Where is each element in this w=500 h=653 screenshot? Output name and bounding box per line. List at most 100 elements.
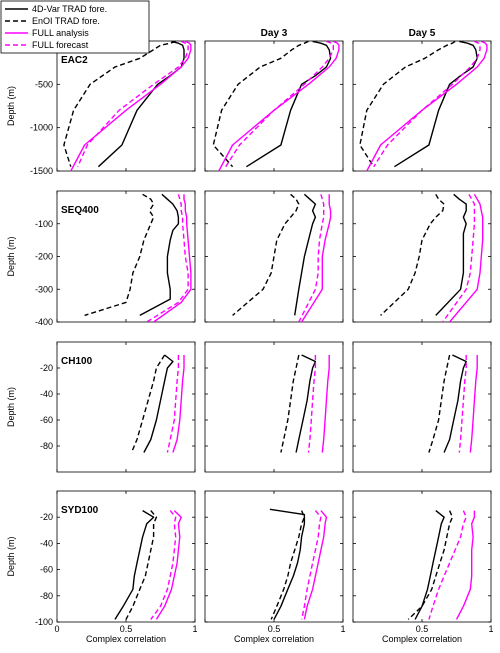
column-title-day-3: Day 3 xyxy=(261,28,288,39)
ytick-label-ch100: -60 xyxy=(40,415,53,425)
series-line-enoi-trad-fore-seq400-day-5 xyxy=(380,193,445,316)
series-line-full-forecast-syd100-day-1 xyxy=(150,510,177,620)
axes-frame-seq400-day-1 xyxy=(56,190,196,323)
xtick-label-day-3: 1 xyxy=(340,624,345,634)
legend-entry-enoi: EnOI TRAD fore. xyxy=(5,16,100,26)
axes-frame-eac2-day-5 xyxy=(352,40,492,172)
panel-eac2-day-5 xyxy=(352,40,492,172)
xlabel-day-5: Complex correlation xyxy=(382,634,462,644)
ytick-label-syd100: -80 xyxy=(40,591,53,601)
ytick-label-seq400: -300 xyxy=(35,284,53,294)
ytick-label-eac2: -500 xyxy=(35,79,53,89)
column-title-day-5: Day 5 xyxy=(409,28,436,39)
axes-frame-eac2-day-3 xyxy=(204,40,344,172)
ytick-label-seq400: -400 xyxy=(35,317,53,327)
series-line-full-forecast-eac2-day-3 xyxy=(225,40,334,168)
panel-ch100-day-1: -80 -60 -40 -20 CH100 xyxy=(40,341,196,473)
panel-name-eac2: EAC2 xyxy=(61,55,88,66)
legend-label-4dvar: 4D-Var TRAD fore. xyxy=(32,4,107,14)
series-line-full-analysis-syd100-day-5 xyxy=(455,510,476,620)
series-line-enoi-trad-fore-ch100-day-1 xyxy=(130,354,166,453)
ylabel-ch100: Depth (m) xyxy=(6,387,16,427)
series-line-full-forecast-seq400-day-5 xyxy=(442,193,476,323)
series-line-enoi-trad-fore-eac2-day-3 xyxy=(212,40,309,168)
series-line-4d-var-trad-fore-seq400-day-3 xyxy=(294,193,317,316)
series-line-full-analysis-seq400-day-1 xyxy=(153,194,192,323)
ytick-label-syd100: -100 xyxy=(35,617,53,627)
xlabel-day-3: Complex correlation xyxy=(234,634,314,644)
legend-entry-full-analysis: FULL analysis xyxy=(5,28,89,38)
series-line-4d-var-trad-fore-eac2-day-3 xyxy=(246,40,332,168)
panel-name-syd100: SYD100 xyxy=(61,505,99,516)
series-line-full-analysis-ch100-day-5 xyxy=(469,355,478,453)
panel-seq400-day-1: -400 -300 -200 -100 SEQ400 xyxy=(35,190,196,327)
series-line-full-analysis-ch100-day-1 xyxy=(172,355,185,453)
panel-syd100-day-1: -100 -80 -60 -40 -20 SYD100 0 0.5 1 Complex corre… xyxy=(35,490,198,644)
series-line-4d-var-trad-fore-syd100-day-5 xyxy=(414,510,445,620)
ylabel-seq400: Depth (m) xyxy=(6,236,16,276)
panel-name-seq400: SEQ400 xyxy=(61,205,99,216)
ytick-label-syd100: -40 xyxy=(40,538,53,548)
series-line-full-forecast-eac2-day-1 xyxy=(77,40,189,167)
legend-label-full-analysis: FULL analysis xyxy=(32,28,89,38)
ytick-label-seq400: -100 xyxy=(35,219,53,229)
panel-seq400-day-5 xyxy=(352,190,492,323)
series-line-full-analysis-eac2-day-3 xyxy=(218,40,340,172)
series-line-full-analysis-syd100-day-1 xyxy=(155,510,182,620)
series-line-enoi-trad-fore-seq400-day-3 xyxy=(232,193,300,316)
xtick-label-day-5: 1 xyxy=(488,624,493,634)
series-line-4d-var-trad-fore-syd100-day-1 xyxy=(114,509,155,620)
ytick-label-eac2: -1000 xyxy=(30,123,53,133)
ytick-label-ch100: -40 xyxy=(40,389,53,399)
series-line-full-forecast-ch100-day-5 xyxy=(458,355,467,453)
series-line-full-forecast-ch100-day-1 xyxy=(166,355,180,453)
series-line-enoi-trad-fore-eac2-day-5 xyxy=(359,40,456,168)
panel-seq400-day-3 xyxy=(204,190,344,323)
xtick-label-day-1: 1 xyxy=(192,624,197,634)
xtick-label-day-1: 0.5 xyxy=(120,624,133,634)
series-line-full-analysis-syd100-day-3 xyxy=(303,510,328,620)
ytick-label-ch100: -80 xyxy=(40,441,53,451)
series-line-4d-var-trad-fore-syd100-day-3 xyxy=(269,508,306,620)
axes-frame-ch100-day-3 xyxy=(204,341,344,473)
series-line-4d-var-trad-fore-seq400-day-1 xyxy=(139,193,180,317)
series-line-4d-var-trad-fore-ch100-day-3 xyxy=(295,354,317,453)
legend-entry-4dvar: 4D-Var TRAD fore. xyxy=(5,4,107,14)
series-line-enoi-trad-fore-syd100-day-5 xyxy=(407,510,454,620)
series-line-full-forecast-eac2-day-5 xyxy=(373,40,481,168)
series-line-4d-var-trad-fore-ch100-day-1 xyxy=(143,354,174,453)
series-line-4d-var-trad-fore-eac2-day-5 xyxy=(394,40,478,168)
ytick-label-seq400: -200 xyxy=(35,252,53,262)
series-line-full-forecast-seq400-day-1 xyxy=(146,194,189,323)
ylabel-eac2: Depth (m) xyxy=(6,86,16,126)
series-line-full-analysis-eac2-day-1 xyxy=(70,40,192,172)
legend-entry-full-forecast: FULL forecast xyxy=(5,40,89,50)
series-line-full-forecast-ch100-day-3 xyxy=(307,355,317,453)
panel-syd100-day-3: 0.5 1 Complex correlation xyxy=(204,490,346,644)
xtick-label-day-3: 0.5 xyxy=(268,624,281,634)
ytick-label-ch100: -20 xyxy=(40,363,53,373)
panel-ch100-day-5 xyxy=(352,341,492,473)
axes-frame-ch100-day-1 xyxy=(56,341,196,473)
axes-frame-ch100-day-5 xyxy=(352,341,492,473)
xlabel-day-1: Complex correlation xyxy=(86,634,166,644)
series-line-enoi-trad-fore-syd100-day-1 xyxy=(125,510,158,620)
panel-eac2-day-1: -1500 -1000 -500 EAC2 xyxy=(30,40,196,176)
xtick-label-day-5: 0.5 xyxy=(416,624,429,634)
series-line-4d-var-trad-fore-seq400-day-5 xyxy=(435,193,467,316)
axes-frame-eac2-day-1 xyxy=(56,40,196,172)
panel-eac2-day-3 xyxy=(204,40,344,172)
series-line-full-analysis-seq400-day-5 xyxy=(449,193,484,323)
legend-label-enoi: EnOI TRAD fore. xyxy=(32,16,100,26)
series-line-full-forecast-syd100-day-5 xyxy=(428,510,467,620)
panel-syd100-day-5: 0.5 1 Complex correlation xyxy=(352,490,494,644)
series-line-full-forecast-seq400-day-3 xyxy=(298,194,325,323)
series-line-full-analysis-eac2-day-5 xyxy=(366,40,488,172)
ylabel-syd100: Depth (m) xyxy=(6,536,16,576)
axes-frame-seq400-day-5 xyxy=(352,190,492,323)
series-line-4d-var-trad-fore-ch100-day-5 xyxy=(443,354,467,453)
series-line-full-analysis-seq400-day-3 xyxy=(301,194,332,323)
ytick-label-syd100: -60 xyxy=(40,565,53,575)
axes-frame-syd100-day-3 xyxy=(204,490,344,623)
